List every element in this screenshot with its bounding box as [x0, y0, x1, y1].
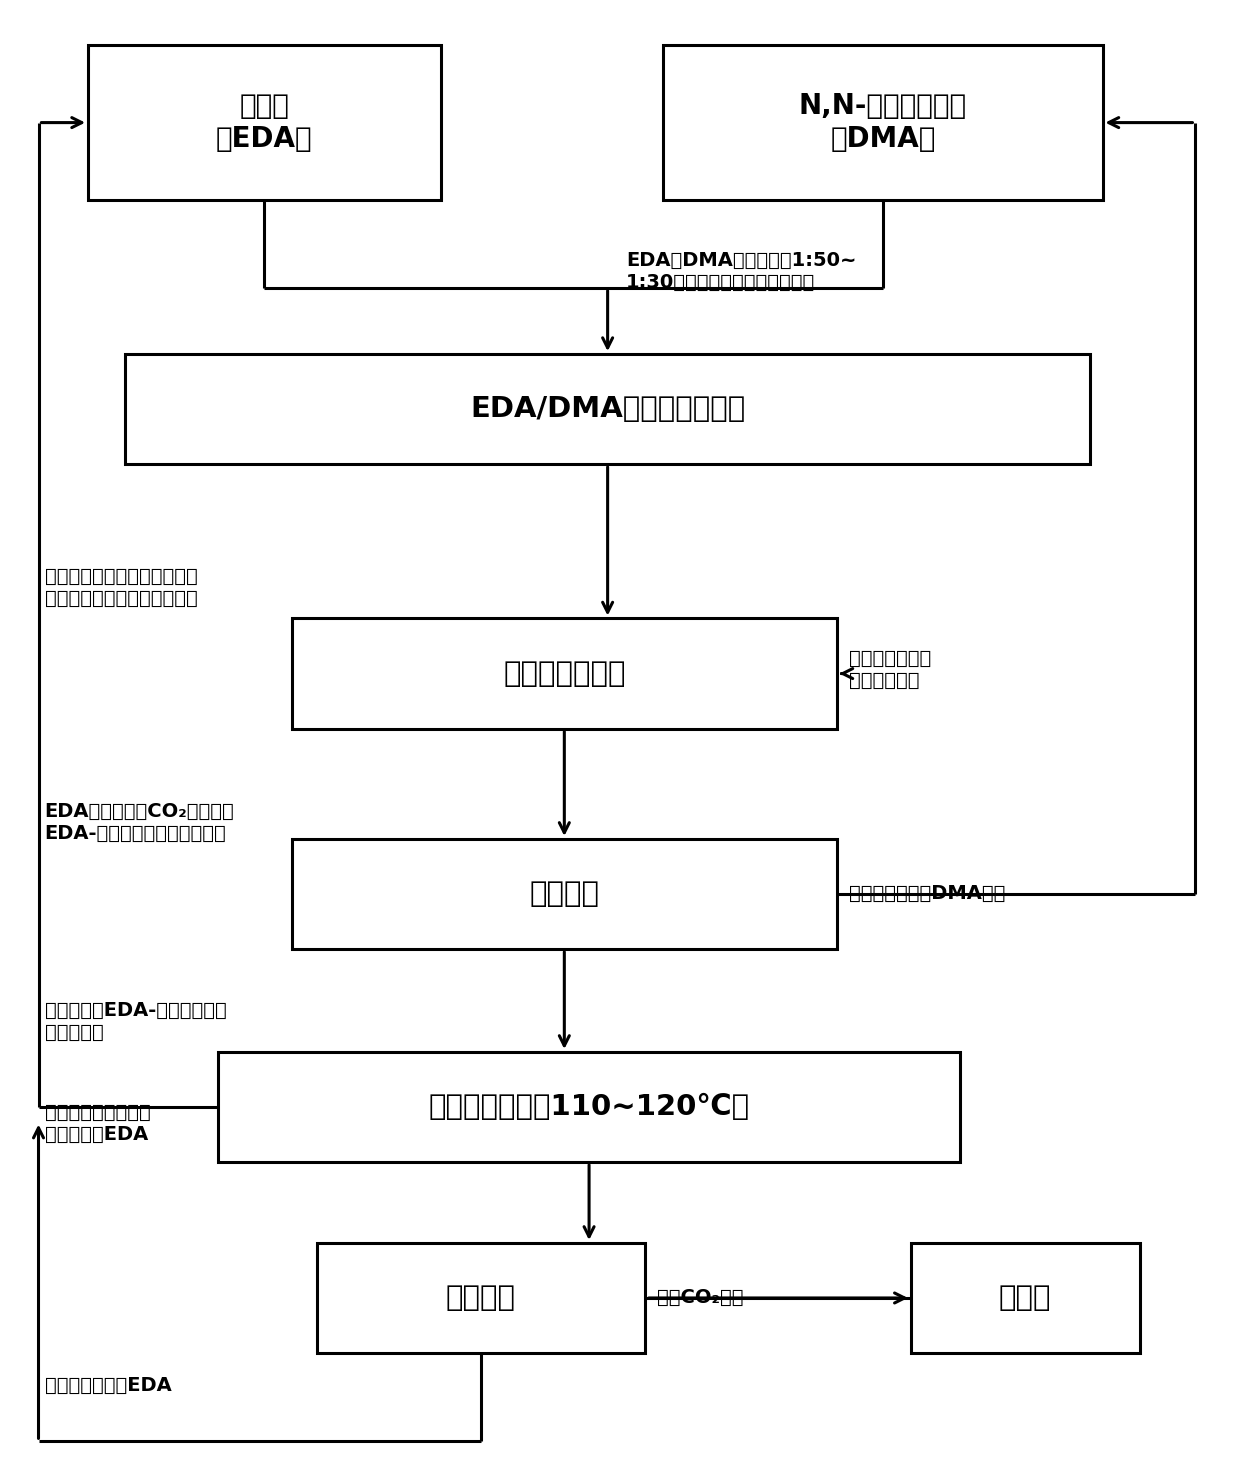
- FancyBboxPatch shape: [293, 618, 837, 729]
- Text: 再生塔（加热到110~120℃）: 再生塔（加热到110~120℃）: [429, 1094, 750, 1122]
- FancyBboxPatch shape: [88, 46, 440, 200]
- Text: 固体沉淀物分解生成
的液相产物EDA: 固体沉淀物分解生成 的液相产物EDA: [45, 1104, 150, 1144]
- Text: 冷凝装置: 冷凝装置: [446, 1284, 516, 1312]
- FancyBboxPatch shape: [663, 46, 1102, 200]
- Text: 储气罐: 储气罐: [999, 1284, 1052, 1312]
- Text: N,N-二甲基乙酰胺
（DMA）: N,N-二甲基乙酰胺 （DMA）: [799, 93, 967, 153]
- Text: 回收的凝结液滴EDA: 回收的凝结液滴EDA: [45, 1376, 171, 1395]
- Text: EDA与氢烷气中CO₂反应生成
EDA-胺基甲酸盐的固体沉淀物: EDA与氢烷气中CO₂反应生成 EDA-胺基甲酸盐的固体沉淀物: [45, 802, 234, 843]
- Text: 抽滤得到的EDA-胺基甲酸盐的
固体沉淀物: 抽滤得到的EDA-胺基甲酸盐的 固体沉淀物: [45, 1001, 227, 1042]
- FancyBboxPatch shape: [910, 1242, 1140, 1353]
- Text: EDA与DMA按照质量比1:50~
1:30混合，室温下机械搅拌均匀: EDA与DMA按照质量比1:50~ 1:30混合，室温下机械搅拌均匀: [626, 252, 857, 291]
- Text: 高纯CO₂气体: 高纯CO₂气体: [657, 1288, 744, 1307]
- FancyBboxPatch shape: [125, 353, 1090, 464]
- Text: 高压泵送两相吸收剂，通过喷
嘴形成雾化液滴由上而下流动: 高压泵送两相吸收剂，通过喷 嘴形成雾化液滴由上而下流动: [45, 567, 197, 608]
- Text: 乙二胺
（EDA）: 乙二胺 （EDA）: [216, 93, 312, 153]
- FancyBboxPatch shape: [218, 1052, 960, 1161]
- FancyBboxPatch shape: [293, 839, 837, 949]
- FancyBboxPatch shape: [317, 1242, 645, 1353]
- Text: 喷淋脱碳反应器: 喷淋脱碳反应器: [503, 659, 625, 687]
- Text: EDA/DMA液态两相吸收剂: EDA/DMA液态两相吸收剂: [470, 394, 745, 422]
- Text: 抽滤装置: 抽滤装置: [529, 880, 599, 908]
- Text: 抽滤得到的液态DMA溶剂: 抽滤得到的液态DMA溶剂: [849, 883, 1006, 902]
- Text: 通入生物氢烷气
由下而上流动: 通入生物氢烷气 由下而上流动: [849, 649, 931, 690]
